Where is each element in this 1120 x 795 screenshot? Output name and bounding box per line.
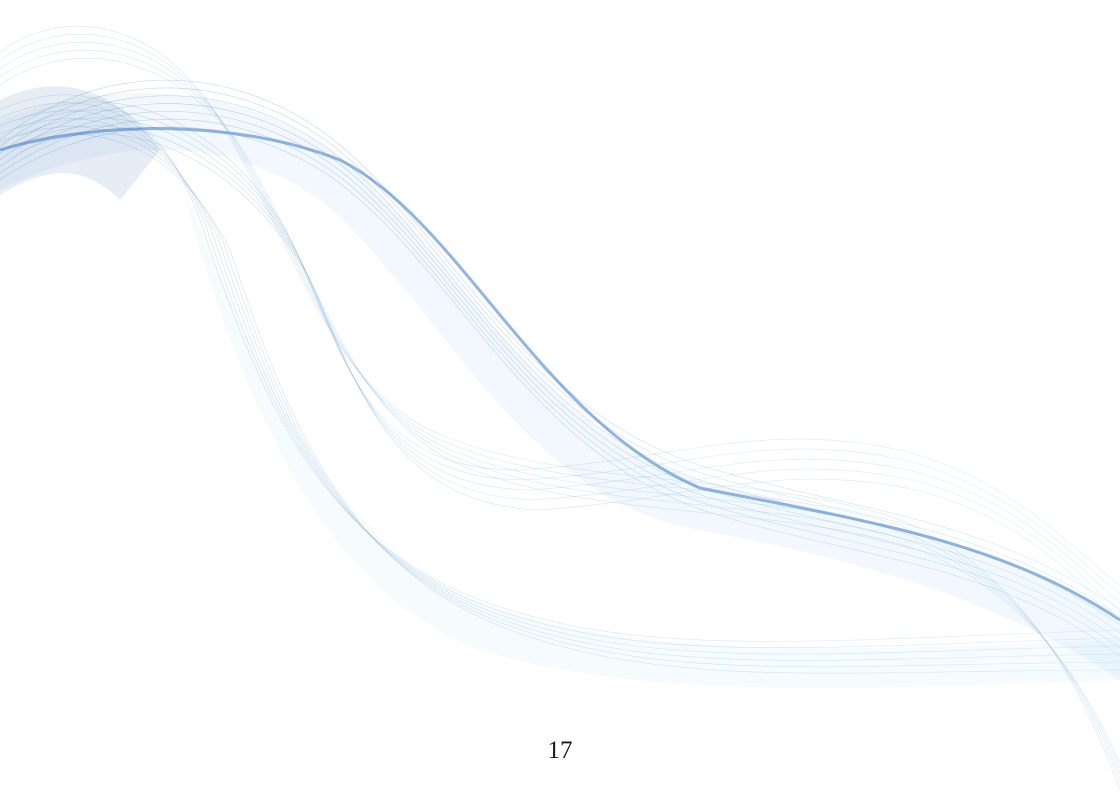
wave-fill (0, 86, 160, 200)
page-number: 17 (547, 737, 573, 764)
wave-fill (0, 92, 1120, 681)
wave-ribbon (0, 25, 1120, 791)
wave-fill (180, 180, 1120, 689)
wave-highlight (0, 127, 1120, 622)
wave-ribbon (19, 101, 1120, 622)
wave-ribbon (0, 94, 1120, 674)
wave-ribbon (0, 79, 1120, 657)
